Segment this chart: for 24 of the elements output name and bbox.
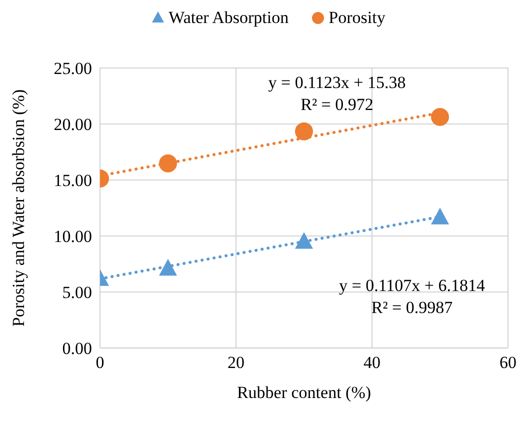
annotation: y = 0.1107x + 6.1814 [338,276,486,296]
y-tick-label: 25.00 [54,59,92,78]
annotation: R² = 0.9987 [371,298,453,318]
point [159,154,177,172]
annotation: R² = 0.972 [300,95,374,115]
legend-label: Porosity [328,8,386,28]
point [295,122,313,140]
x-axis-title: Rubber content (%) [236,383,372,402]
x-tick-label: 20 [228,353,244,372]
legend-label: Water Absorption [168,8,289,28]
y-tick-label: 10.00 [54,227,92,246]
annotation: y = 0.1123x + 15.38 [268,73,406,93]
x-tick-label: 60 [500,353,516,372]
y-tick-label: 0.00 [62,339,92,358]
point [431,108,449,126]
y-tick-label: 20.00 [54,115,92,134]
y-tick-label: 5.00 [62,283,92,302]
point [295,232,313,249]
y-axis-title: Porosity and Water absorbsion (%) [9,89,28,327]
point [431,208,449,224]
x-tick-label: 0 [96,353,104,372]
point [159,258,177,276]
y-tick-label: 15.00 [54,171,92,190]
x-tick-label: 40 [364,353,380,372]
